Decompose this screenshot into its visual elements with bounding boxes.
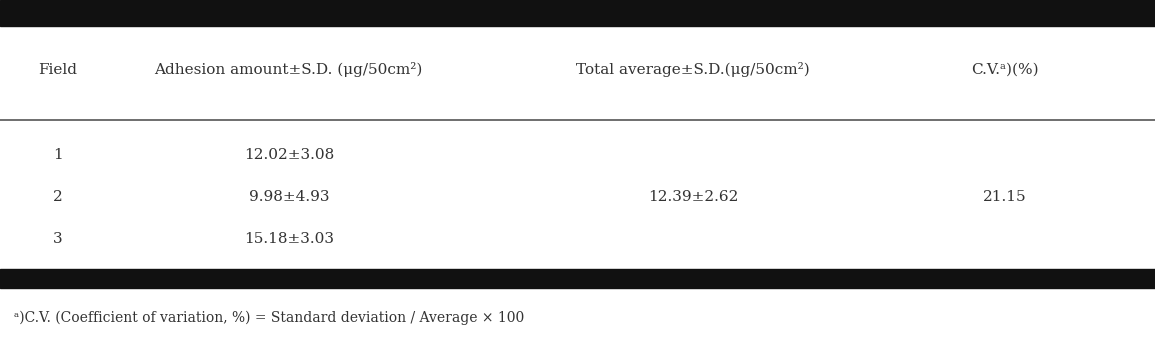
- Text: 12.02±3.08: 12.02±3.08: [244, 148, 334, 162]
- Text: Adhesion amount±S.D. (μg/50cm²): Adhesion amount±S.D. (μg/50cm²): [155, 62, 423, 77]
- Text: C.V.ᵃ)(%): C.V.ᵃ)(%): [971, 63, 1038, 77]
- Text: 15.18±3.03: 15.18±3.03: [244, 232, 334, 246]
- Text: 12.39±2.62: 12.39±2.62: [648, 190, 738, 204]
- Text: Field: Field: [38, 63, 77, 77]
- Text: Total average±S.D.(μg/50cm²): Total average±S.D.(μg/50cm²): [576, 62, 810, 77]
- Text: 3: 3: [53, 232, 62, 246]
- Text: 21.15: 21.15: [983, 190, 1027, 204]
- Text: 9.98±4.93: 9.98±4.93: [248, 190, 329, 204]
- Bar: [0, 269, 1155, 288]
- Text: 1: 1: [53, 148, 62, 162]
- Text: ᵃ)C.V. (Coefficient of variation, %) = Standard deviation / Average × 100: ᵃ)C.V. (Coefficient of variation, %) = S…: [14, 310, 524, 325]
- Bar: [0, 0, 1155, 26]
- Text: 2: 2: [53, 190, 62, 204]
